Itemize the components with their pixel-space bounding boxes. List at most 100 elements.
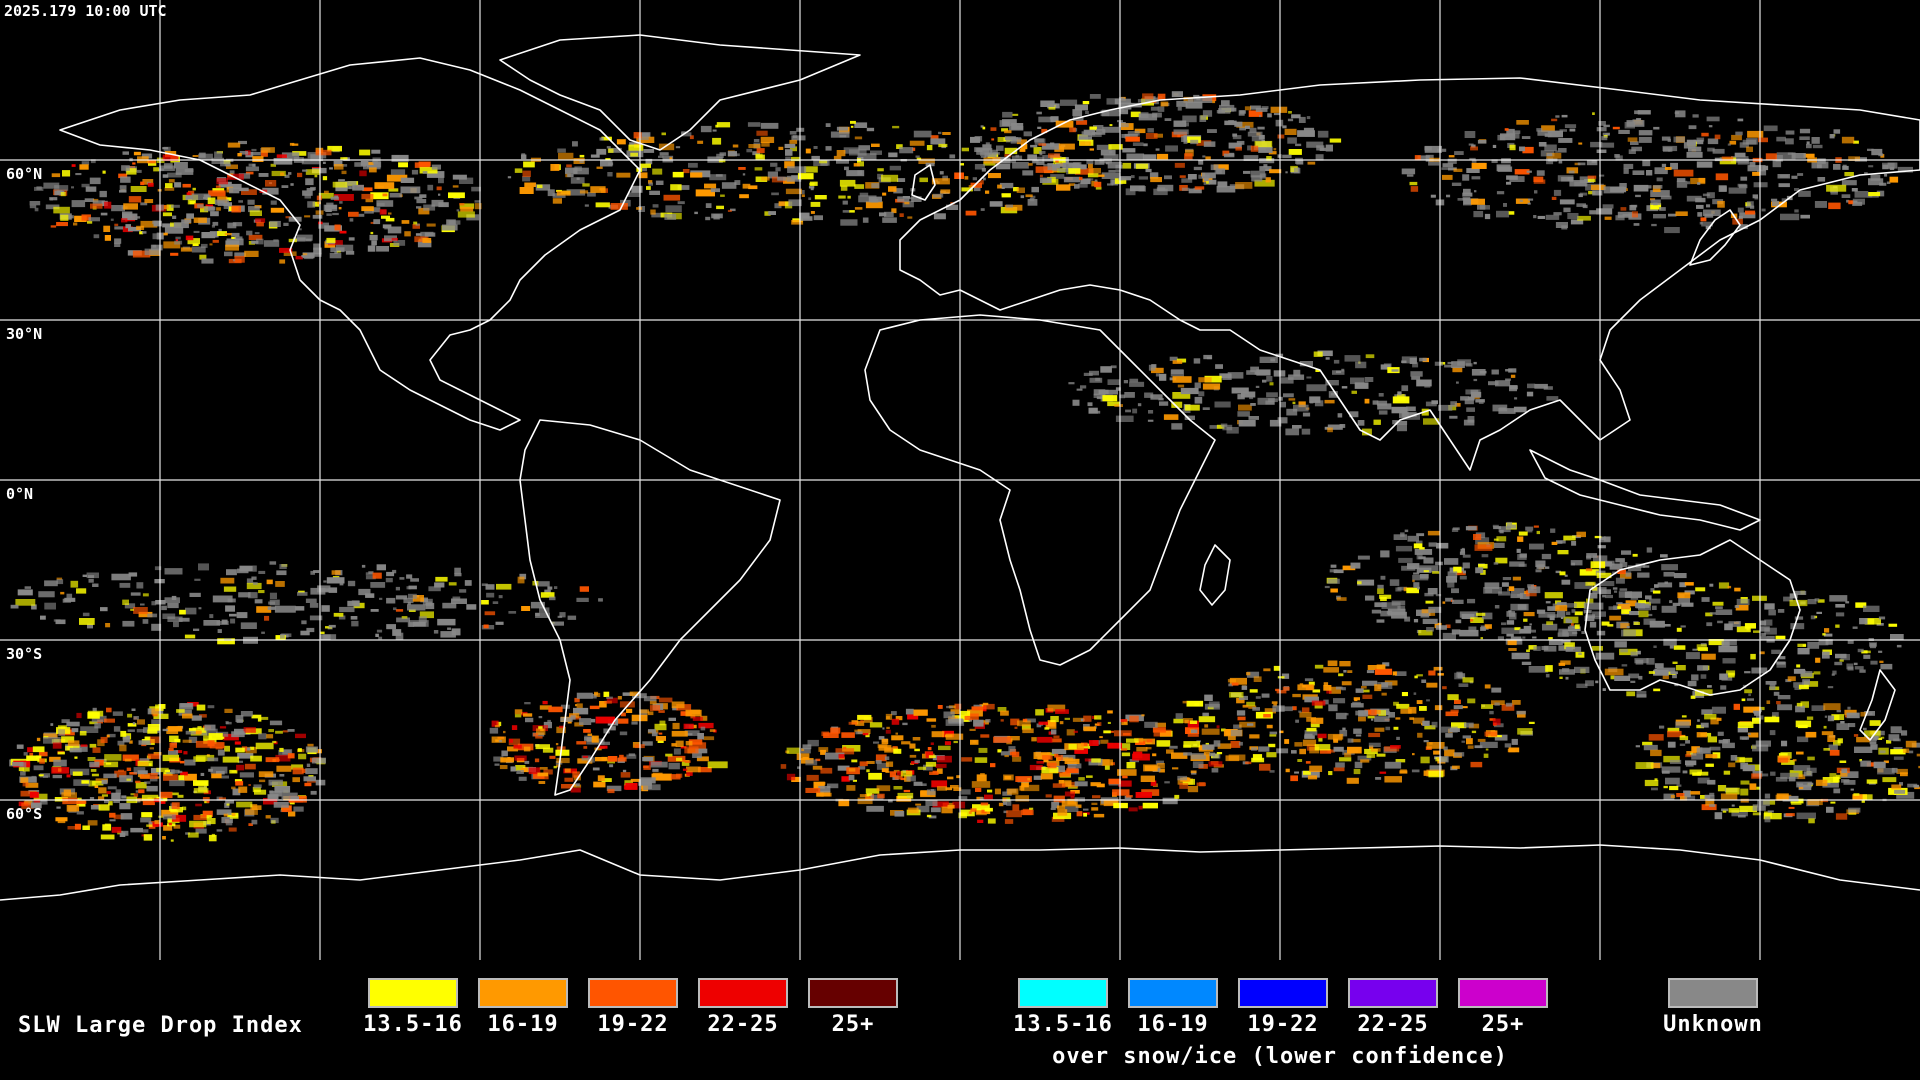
cloud-pixel [1772,160,1782,168]
cloud-pixel [1514,627,1521,631]
cloud-pixel [193,230,200,233]
cloud-pixel [1183,752,1192,756]
cloud-pixel [1638,130,1653,136]
cloud-pixel [329,252,342,259]
cloud-pixel [692,752,702,758]
cloud-pixel [1292,401,1296,405]
cloud-pixel [1371,718,1374,721]
cloud-pixel [600,160,613,167]
cloud-pixel [1753,710,1762,714]
cloud-pixel [1205,742,1209,746]
cloud-pixel [1474,544,1493,551]
cloud-pixel [843,147,860,154]
cloud-pixel [913,130,932,138]
cloud-pixel [918,158,935,164]
cloud-pixel [808,197,812,200]
cloud-pixel [216,178,228,185]
cloud-pixel [639,709,649,714]
cloud-pixel [581,755,591,761]
cloud-pixel [848,721,857,725]
cloud-pixel [386,571,395,577]
cloud-pixel [524,702,531,705]
cloud-pixel [1269,169,1282,174]
cloud-pixel [390,169,406,175]
cloud-pixel [1536,128,1543,132]
cloud-pixel [1706,622,1713,627]
cloud-pixel [159,798,164,801]
cloud-pixel [1545,566,1550,569]
cloud-pixel [1047,164,1057,171]
cloud-pixel [878,745,892,751]
cloud-pixel [1737,207,1744,213]
cloud-pixel [187,238,200,245]
cloud-pixel [1559,199,1575,205]
cloud-pixel [900,777,906,781]
cloud-pixel [857,714,872,720]
cloud-pixel [1019,148,1026,152]
cloud-pixel [1814,598,1820,602]
cloud-pixel [1844,709,1857,716]
cloud-pixel [1848,156,1860,161]
cloud-pixel [916,805,930,813]
cloud-pixel [1355,734,1362,737]
cloud-pixel [1462,735,1471,739]
cloud-pixel [347,600,360,607]
cloud-pixel [960,163,964,166]
cloud-pixel [1654,778,1658,781]
cloud-pixel [1521,661,1532,665]
cloud-pixel [981,168,986,172]
cloud-pixel [1238,420,1256,427]
cloud-pixel [985,719,991,723]
cloud-pixel [688,162,698,168]
swatch-snow-1 [1018,978,1108,1008]
cloud-pixel [306,627,315,633]
cloud-pixel [675,146,681,149]
cloud-pixel [836,150,846,157]
cloud-pixel [406,586,412,590]
cloud-pixel [79,731,87,736]
cloud-pixel [1600,581,1615,587]
cloud-pixel [132,162,136,165]
cloud-pixel [764,211,771,216]
cloud-pixel [1153,188,1168,196]
cloud-pixel [1288,374,1305,380]
cloud-pixel [980,773,985,777]
cloud-pixel [1208,761,1223,767]
cloud-pixel [1453,566,1462,573]
cloud-pixel [645,158,653,165]
cloud-pixel [1214,401,1231,408]
cloud-pixel [1298,710,1302,713]
cloud-pixel [1106,98,1119,105]
cloud-pixel [1700,722,1709,728]
cloud-pixel [216,207,221,211]
cloud-pixel [1068,183,1076,186]
cloud-pixel [1364,377,1374,382]
cloud-pixel [1312,689,1321,693]
cloud-pixel [107,786,117,790]
cloud-pixel [1444,558,1459,565]
cloud-pixel [876,762,889,770]
cloud-pixel [968,811,972,814]
cloud-pixel [1728,808,1739,813]
cloud-pixel [1808,818,1815,824]
cloud-pixel [73,222,78,226]
cloud-pixel [655,736,666,741]
cloud-pixel [1374,684,1382,692]
cloud-pixel [448,220,461,225]
cloud-pixel [283,251,297,256]
cloud-pixel [777,176,787,181]
cloud-pixel [89,797,95,800]
cloud-pixel [1360,759,1370,763]
cloud-pixel [415,223,420,226]
cloud-pixel [193,756,206,762]
cloud-pixel [219,726,227,729]
cloud-pixel [370,609,379,612]
cloud-pixel [1395,717,1401,720]
cloud-pixel [1285,171,1288,174]
cloud-pixel [871,183,880,188]
cloud-pixel [434,582,445,588]
cloud-pixel [681,760,690,766]
cloud-pixel [1076,120,1088,125]
cloud-pixel [1423,418,1439,425]
cloud-pixel [1434,705,1443,711]
